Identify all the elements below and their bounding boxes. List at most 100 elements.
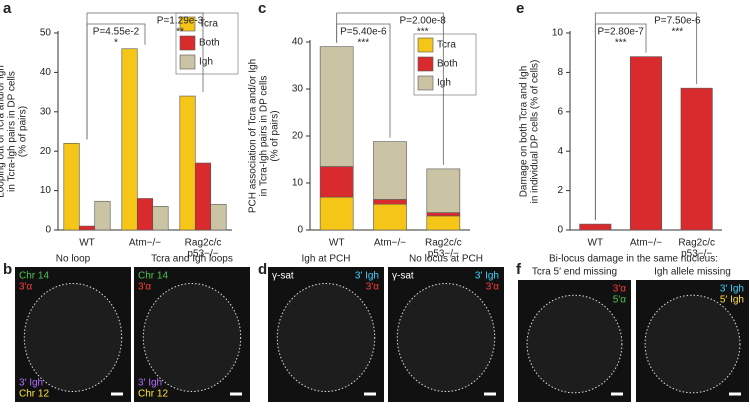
legend-label: Tcra bbox=[437, 40, 456, 51]
bar bbox=[121, 48, 138, 231]
bar bbox=[136, 198, 154, 231]
y-tick-label: 4 bbox=[557, 146, 563, 157]
p-value: P=7.50e-6 bbox=[654, 16, 701, 27]
y-tick-label: 10 bbox=[552, 28, 564, 39]
panel-letter: f bbox=[516, 261, 522, 278]
x-tick-label: Rag2c/c bbox=[678, 238, 715, 249]
p-value: P=2.80e-7 bbox=[597, 27, 644, 38]
y-tick-label: 0 bbox=[297, 225, 303, 236]
y-tick-label: 20 bbox=[292, 131, 304, 142]
legend-swatch bbox=[179, 54, 196, 70]
panel-header: Bi-locus damage in the same nucleus: bbox=[549, 254, 718, 265]
x-tick-label: WT bbox=[329, 238, 345, 249]
y-axis-label: Looping out of Tcra and/or Igh bbox=[0, 65, 7, 198]
bar bbox=[152, 206, 169, 231]
legend-swatch bbox=[179, 16, 196, 32]
significance-stars: * bbox=[114, 38, 118, 49]
legend-swatch bbox=[417, 37, 434, 53]
nucleus-outline bbox=[142, 283, 242, 392]
comparison-bracket bbox=[336, 12, 444, 165]
y-tick-label: 40 bbox=[292, 37, 304, 48]
x-tick-label: p53−/− bbox=[681, 249, 712, 260]
y-tick-label: 2 bbox=[557, 185, 563, 196]
y-axis-label: (% of pairs) bbox=[18, 106, 29, 157]
image-label: 3′ Igh bbox=[138, 378, 162, 389]
image-title: Igh at PCH bbox=[302, 254, 351, 265]
image-label: 3′ Igh bbox=[475, 271, 499, 282]
image-label: 5′α bbox=[613, 295, 626, 306]
comparison-bracket bbox=[594, 12, 698, 221]
image-label: 3′α bbox=[366, 282, 379, 293]
panel-letter: e bbox=[516, 0, 524, 17]
bar bbox=[179, 95, 196, 231]
bar bbox=[94, 200, 111, 231]
y-tick-label: 10 bbox=[292, 178, 304, 189]
significance-stars: *** bbox=[671, 27, 683, 38]
image-label: 3′α bbox=[19, 282, 32, 293]
bar bbox=[78, 225, 96, 231]
panel-letter: b bbox=[3, 261, 12, 278]
bar-segment bbox=[426, 168, 461, 213]
image-label: Chr 12 bbox=[138, 389, 168, 400]
p-value: P=1.29e-3 bbox=[157, 16, 204, 27]
image-title: Tcra and Igh loops bbox=[151, 254, 233, 265]
bar-segment bbox=[319, 166, 354, 198]
image-label: Chr 14 bbox=[138, 271, 168, 282]
x-tick-label: Atm−/− bbox=[630, 238, 662, 249]
image-label: γ-sat bbox=[392, 271, 414, 282]
image-title: No locus at PCH bbox=[409, 254, 483, 265]
panel-letter: d bbox=[258, 261, 267, 278]
y-tick-label: 30 bbox=[292, 84, 304, 95]
legend-swatch bbox=[417, 75, 434, 91]
legend-label: Igh bbox=[437, 78, 451, 89]
y-tick-label: 40 bbox=[40, 67, 52, 78]
bar-segment bbox=[426, 212, 461, 217]
bar bbox=[629, 56, 663, 231]
y-tick-label: 0 bbox=[557, 225, 563, 236]
y-axis-label: in Tcra-Igh pairs in DP cells bbox=[259, 76, 270, 197]
significance-stars: *** bbox=[357, 38, 369, 49]
significance-stars: ** bbox=[176, 27, 184, 38]
image-title: Tcra 5′ end missing bbox=[532, 267, 617, 278]
nucleus-outline bbox=[396, 283, 496, 392]
bar-segment bbox=[319, 46, 354, 167]
x-tick-label: Rag2c/c bbox=[185, 238, 222, 249]
image-title: Igh allele missing bbox=[654, 267, 731, 278]
image-label: 3′ Igh bbox=[19, 378, 43, 389]
legend-label: Igh bbox=[199, 57, 213, 68]
legend-label: Tcra bbox=[199, 19, 218, 30]
bar bbox=[680, 87, 713, 231]
nucleus-outline bbox=[276, 283, 376, 392]
image-label: γ-sat bbox=[272, 271, 294, 282]
nucleus-outline bbox=[23, 283, 123, 392]
legend-label: Both bbox=[199, 38, 220, 49]
comparison-bracket bbox=[86, 12, 204, 140]
image-label: 3′ Igh bbox=[720, 284, 744, 295]
p-value: P=2.00e-8 bbox=[399, 16, 446, 27]
y-axis-label: Damage on both Tcra and Igh bbox=[519, 66, 530, 198]
image-label: 3′α bbox=[613, 284, 626, 295]
image-label: Chr 12 bbox=[19, 389, 49, 400]
y-axis-label: in individual DP cells (% of cells) bbox=[530, 60, 541, 204]
image-label: 3′α bbox=[486, 282, 499, 293]
image-title: No loop bbox=[56, 254, 91, 265]
panel-letter: a bbox=[3, 0, 12, 17]
p-value: P=5.40e-6 bbox=[340, 27, 387, 38]
x-tick-label: Rag2c/c bbox=[425, 238, 462, 249]
image-label: Chr 14 bbox=[19, 271, 49, 282]
legend-swatch bbox=[417, 56, 434, 72]
bar bbox=[210, 204, 227, 231]
y-tick-label: 8 bbox=[557, 67, 563, 78]
bar bbox=[579, 223, 612, 231]
image-label: 3′α bbox=[138, 282, 151, 293]
y-axis-label: (% of pairs) bbox=[270, 110, 281, 161]
bar bbox=[194, 162, 212, 231]
legend-label: Both bbox=[437, 59, 458, 70]
significance-stars: *** bbox=[615, 38, 627, 49]
x-tick-label: WT bbox=[79, 238, 95, 249]
nucleus-outline bbox=[526, 294, 623, 394]
x-tick-label: Atm−/− bbox=[374, 238, 406, 249]
significance-stars: *** bbox=[417, 27, 429, 38]
